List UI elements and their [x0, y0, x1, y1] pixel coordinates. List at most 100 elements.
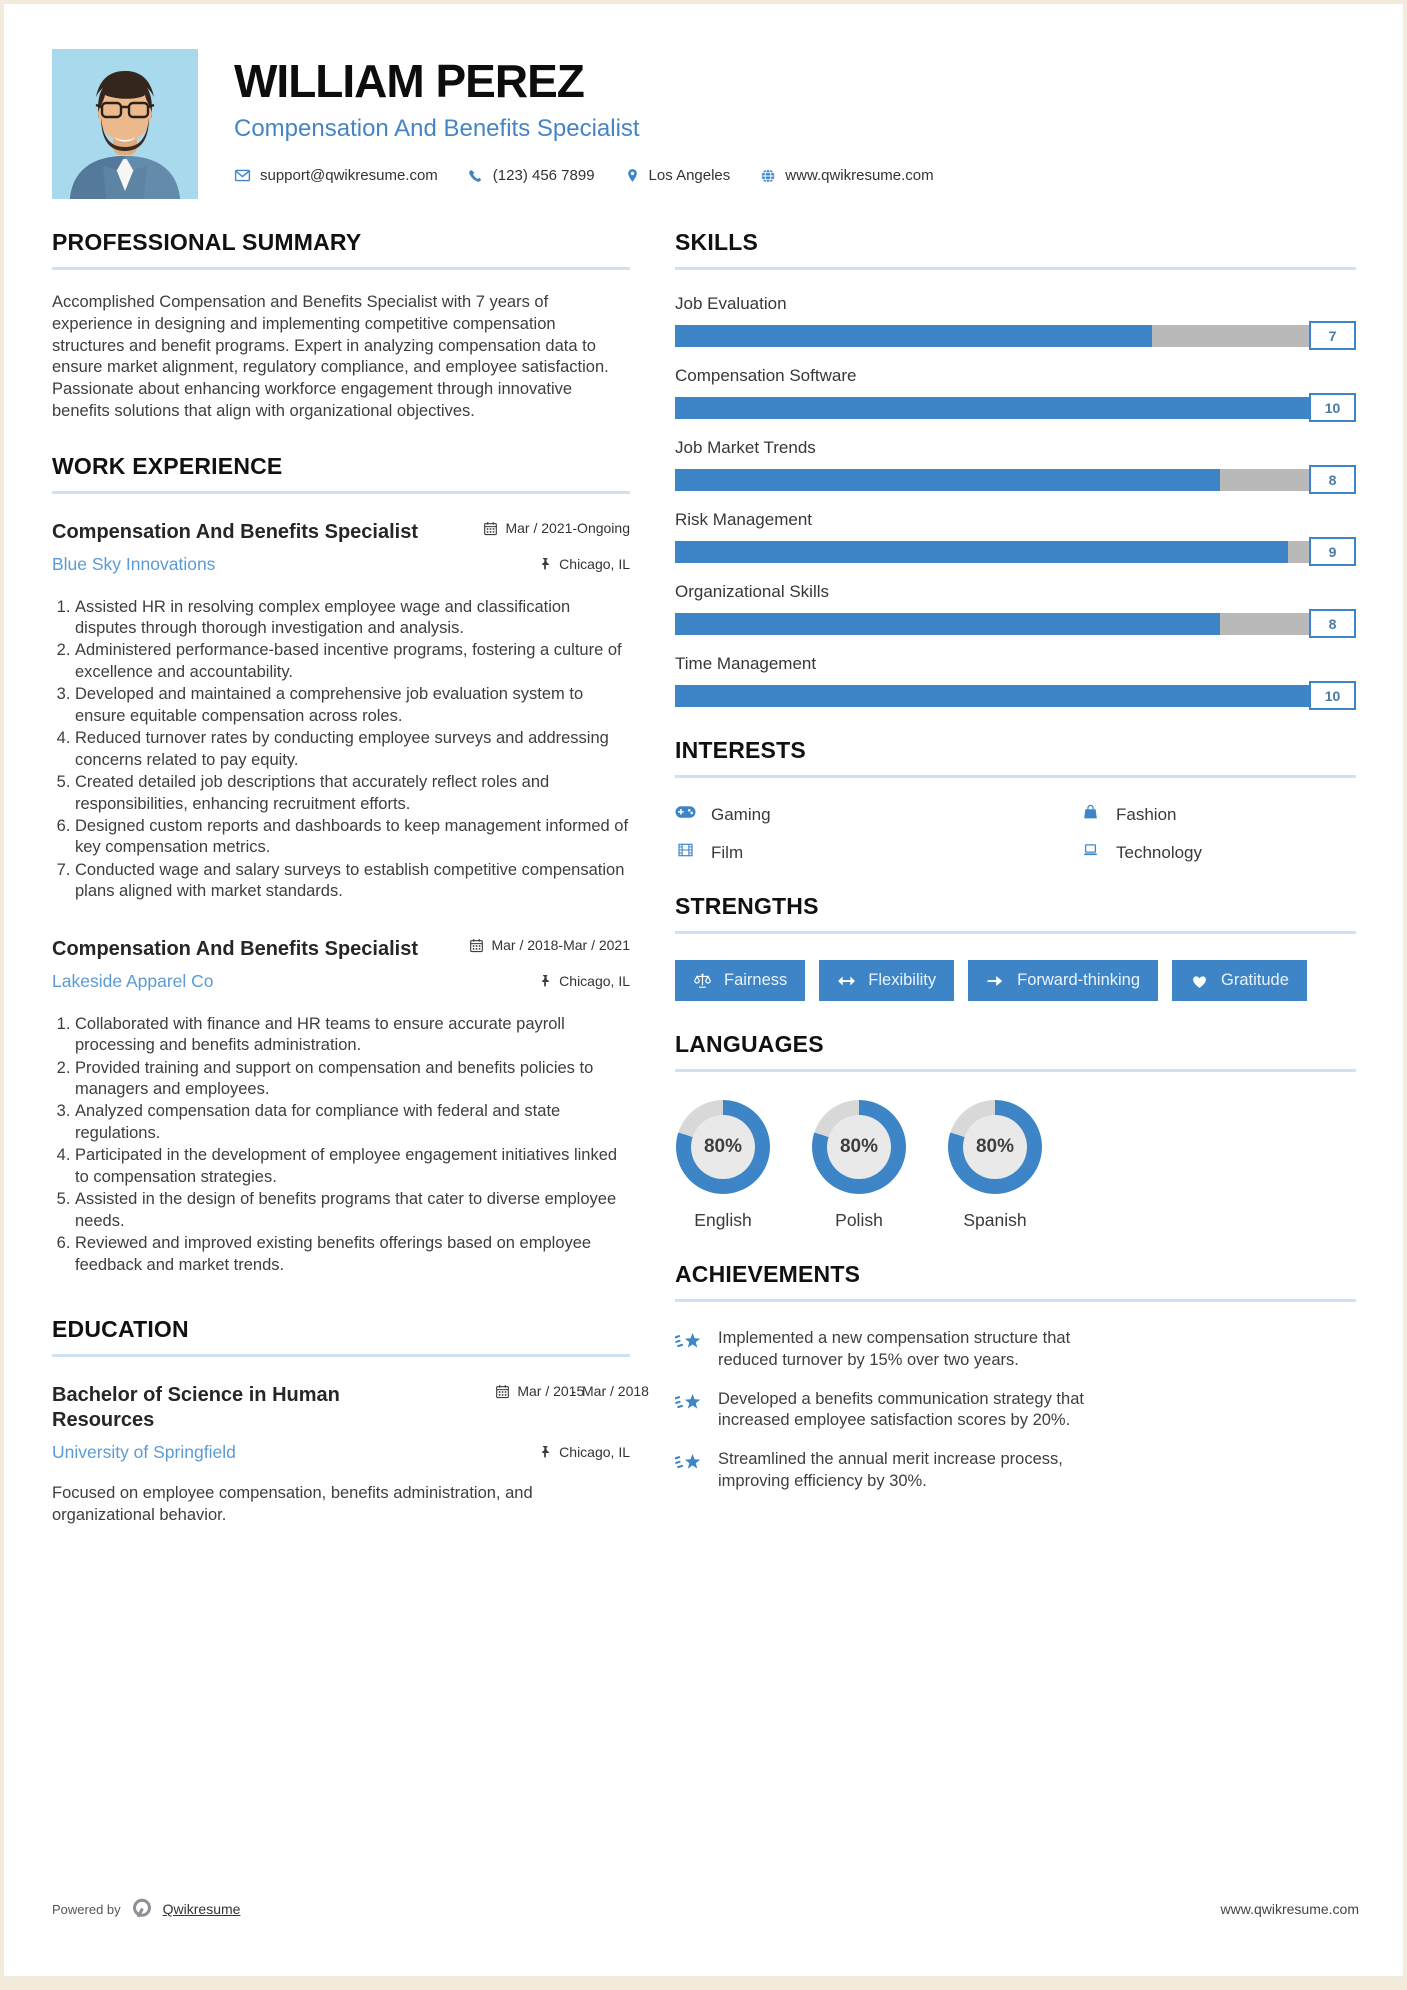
content-columns: PROFESSIONAL SUMMARY Accomplished Compen…: [4, 229, 1403, 1557]
languages-heading: LANGUAGES: [675, 1031, 824, 1057]
calendar-icon: [469, 938, 484, 953]
education-description: Focused on employee compensation, benefi…: [52, 1483, 533, 1524]
education-location-text: Chicago, IL: [559, 1444, 630, 1461]
achievements-list: Implemented a new compensation structure…: [675, 1328, 1356, 1493]
section-rule: [52, 267, 630, 270]
skill-item: Job Market Trends 8: [675, 438, 1356, 494]
section-rule: [675, 775, 1356, 778]
interests-heading: INTERESTS: [675, 737, 806, 763]
section-rule: [52, 1353, 630, 1357]
experience-bullet: Assisted HR in resolving complex employe…: [75, 597, 630, 640]
contact-website[interactable]: www.qwikresume.com: [760, 167, 934, 184]
experience-bullet: Developed and maintained a comprehensive…: [75, 684, 630, 727]
experience-bullet: Conducted wage and salary surveys to est…: [75, 860, 630, 903]
interest-item: Fashion: [1080, 804, 1356, 825]
experience-bullet: Reviewed and improved existing benefits …: [75, 1233, 630, 1276]
strength-label: Flexibility: [868, 971, 937, 989]
language-donut: 80%: [676, 1100, 770, 1194]
section-rule: [675, 1069, 1356, 1072]
language-item: 80% Spanish: [947, 1100, 1043, 1231]
education-date-end: Mar / 2018: [582, 1382, 649, 1399]
language-name: Polish: [835, 1210, 883, 1230]
summary-text: Accomplished Compensation and Benefits S…: [52, 293, 609, 420]
qwikresume-link[interactable]: Qwikresume: [162, 1901, 241, 1917]
contact-email[interactable]: support@qwikresume.com: [234, 167, 438, 184]
section-rule: [52, 490, 630, 494]
experience-bullet: Reduced turnover rates by conducting emp…: [75, 728, 630, 771]
job-dates: Mar / 2021-Ongoing: [483, 520, 630, 536]
thumbtack-icon: [538, 1445, 552, 1459]
language-item: 80% Polish: [811, 1100, 907, 1231]
job-location: Chicago, IL: [538, 556, 630, 572]
company-name: Lakeside Apparel Co: [52, 970, 214, 991]
education-dates: Mar / 2015 - Mar / 2018: [495, 1382, 649, 1401]
skill-bar-fill: [675, 541, 1288, 563]
section-rule: [675, 267, 1356, 270]
interest-item: Gaming: [675, 804, 1080, 825]
calendar-icon: [483, 521, 498, 536]
skill-bar-fill: [675, 397, 1356, 419]
school-name: University of Springfield: [52, 1441, 236, 1462]
language-name: English: [694, 1210, 752, 1230]
interest-item: Technology: [1080, 842, 1356, 863]
skill-label: Job Market Trends: [675, 438, 816, 457]
skill-item: Organizational Skills 8: [675, 582, 1356, 638]
skill-label: Organizational Skills: [675, 582, 830, 601]
experience-bullet: Administered performance-based incentive…: [75, 640, 630, 683]
powered-by-text: Powered by: [52, 1901, 121, 1917]
job-title: Compensation And Benefits Specialist: [52, 937, 418, 960]
language-percent: 80%: [691, 1115, 755, 1179]
language-donut: 80%: [948, 1100, 1042, 1194]
achievement-item: Streamlined the annual merit increase pr…: [675, 1449, 1356, 1493]
skills-list: Job Evaluation 7 Compensation Software: [675, 294, 1356, 710]
contact-row: support@qwikresume.com (123) 456 7899 Lo…: [234, 167, 934, 184]
languages-list: 80% English 80% Polish: [675, 1100, 1356, 1231]
language-donut: 80%: [812, 1100, 906, 1194]
section-rule: [675, 1299, 1356, 1302]
job-location-text: Chicago, IL: [559, 556, 630, 573]
shooting-star-icon: [675, 1451, 702, 1473]
bag-icon: [1080, 804, 1101, 825]
laptop-icon: [1080, 842, 1101, 863]
experience-bullet: Designed custom reports and dashboards t…: [75, 816, 630, 859]
strength-badge: Fairness: [675, 960, 806, 1001]
job-bullet-list: Assisted HR in resolving complex employe…: [52, 597, 630, 903]
section-rule: [675, 931, 1356, 934]
job-dates: Mar / 2018-Mar / 2021: [469, 937, 630, 953]
globe-icon: [760, 168, 776, 184]
skill-item: Job Evaluation 7: [675, 294, 1356, 350]
experience-bullet: Participated in the development of emplo…: [75, 1145, 630, 1188]
phone-text: (123) 456 7899: [492, 167, 595, 185]
arrow-right-icon: [987, 975, 1003, 986]
job-location: Chicago, IL: [538, 973, 630, 989]
skill-item: Compensation Software 10: [675, 366, 1356, 422]
experience-bullet: Collaborated with finance and HR teams t…: [75, 1014, 630, 1057]
language-percent: 80%: [963, 1115, 1027, 1179]
skill-item: Time Management 10: [675, 654, 1356, 710]
skill-item: Risk Management 9: [675, 510, 1356, 566]
experience-bullet: Assisted in the design of benefits progr…: [75, 1189, 630, 1232]
strengths-list: Fairness Flexibility Forward-thinking: [675, 960, 1356, 1001]
skills-heading: SKILLS: [675, 229, 758, 255]
interests-list: Gaming Fashion Film: [675, 804, 1356, 863]
section-strengths: STRENGTHS Fairness Flexibility: [675, 893, 1356, 1001]
thumbtack-icon: [538, 557, 552, 571]
skill-value-badge: 9: [1309, 537, 1356, 566]
skill-bar-fill: [675, 613, 1220, 635]
skill-bar: 8: [675, 465, 1356, 494]
footer-website[interactable]: www.qwikresume.com: [1220, 1901, 1359, 1917]
skill-bar-fill: [675, 469, 1220, 491]
experience-entry: Compensation And Benefits Specialist Mar…: [52, 937, 630, 1276]
degree-title: Bachelor of Science in Human Resources: [52, 1383, 340, 1431]
section-languages: LANGUAGES 80% English: [675, 1031, 1356, 1231]
experience-bullet: Created detailed job descriptions that a…: [75, 772, 630, 815]
skill-bar-fill: [675, 325, 1152, 347]
skill-value-badge: 8: [1309, 609, 1356, 638]
experience-bullet: Provided training and support on compens…: [75, 1058, 630, 1101]
job-location-text: Chicago, IL: [559, 973, 630, 990]
gamepad-icon: [675, 804, 696, 825]
achievement-item: Developed a benefits communication strat…: [675, 1389, 1356, 1433]
skill-bar: 10: [675, 393, 1356, 422]
skill-value-badge: 7: [1309, 321, 1356, 350]
education-date-start: Mar / 2015: [517, 1382, 585, 1399]
